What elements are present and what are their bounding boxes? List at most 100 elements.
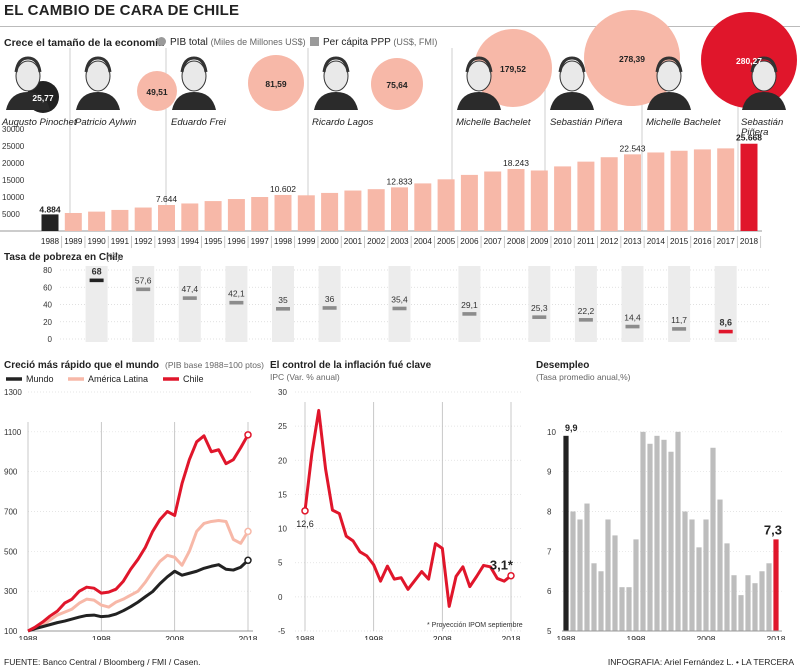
portrait-hair: [465, 56, 493, 73]
year-tick-label: 2011: [577, 237, 595, 246]
legend-pib-swatch: [157, 37, 166, 46]
year-tick-label: 2017: [717, 237, 736, 246]
year-tick-label: 2000: [320, 237, 339, 246]
unemployment-x-label: 1988: [557, 634, 576, 640]
portrait-body: [550, 92, 594, 110]
per-capita-bar: [670, 150, 688, 231]
poverty-subtitle: Tasa de pobreza en Chile: [4, 252, 124, 263]
per-capita-bar: [460, 174, 478, 231]
portrait-body: [172, 92, 216, 110]
portrait-body: [742, 92, 786, 110]
portrait-body: [647, 92, 691, 110]
president-portrait: [314, 56, 358, 110]
poverty-column-bg: [318, 266, 341, 342]
president-name: Augusto Pinochet: [1, 117, 77, 128]
unemployment-x-label: 1998: [627, 634, 646, 640]
unemployment-y-label: 10: [547, 428, 556, 437]
per-capita-label: 4.884: [39, 204, 61, 214]
year-tick-label: 1991: [111, 237, 130, 246]
growth-series-line: [27, 559, 250, 633]
poverty-marker: [136, 287, 151, 292]
unemployment-bar: [626, 587, 632, 631]
president-name: Sebastián Piñera: [550, 117, 622, 128]
inflation-x-label: 1998: [364, 634, 383, 640]
poverty-column-bg: [458, 266, 481, 342]
year-tick-label: 2009: [530, 237, 549, 246]
unemployment-bar: [696, 547, 702, 631]
president-portrait: [550, 56, 594, 110]
growth-end-point: [244, 556, 252, 565]
inflation-y-label: 15: [278, 490, 287, 499]
unemployment-bar: [661, 439, 667, 631]
inflation-y-label: 10: [278, 525, 287, 534]
portrait-body: [76, 92, 120, 110]
year-tick-label: 2004: [414, 237, 433, 246]
per-capita-bar: [134, 207, 152, 231]
president-name: Eduardo Frei: [171, 117, 227, 128]
president-name: Michelle Bachelet: [456, 117, 531, 128]
poverty-y-label: 0: [48, 335, 53, 344]
poverty-marker: [89, 278, 104, 283]
per-capita-bar: [693, 149, 711, 231]
portrait-hair: [84, 56, 112, 73]
president-portrait: [172, 56, 216, 110]
inflation-end-label: 3,1*: [490, 558, 514, 573]
graphics-credit: INFOGRAFIA: Ariel Fernández L. • LA TERC…: [607, 657, 794, 667]
inflation-y-label: 0: [278, 593, 283, 602]
pib-label: 75,64: [386, 80, 408, 90]
inflation-y-label: 20: [278, 456, 287, 465]
unemployment-y-label: 9: [547, 468, 552, 477]
poverty-marker: [182, 296, 197, 300]
unemployment-x-label: 2008: [697, 634, 716, 640]
poverty-value-label: 47,4: [182, 284, 199, 294]
unemployment-units: (Tasa promedio anual,%): [536, 372, 631, 382]
per-capita-bar: [204, 201, 222, 231]
unemployment-bar: [584, 503, 590, 631]
year-tick-label: 2013: [623, 237, 642, 246]
year-tick-label: 2015: [670, 237, 689, 246]
growth-y-label: 500: [4, 547, 18, 556]
portrait-head: [466, 60, 492, 92]
per-capita-bar: [111, 209, 129, 231]
per-capita-bar: [297, 195, 315, 231]
growth-series-line: [27, 518, 250, 633]
unemployment-bar: [633, 539, 639, 631]
per-capita-bar: [274, 194, 292, 231]
pib-circle: [474, 29, 552, 107]
inflation-x-label: 1988: [296, 634, 315, 640]
year-tick-label: 2012: [600, 237, 619, 246]
pib-label: 280,27: [736, 56, 762, 66]
poverty-units: (%): [106, 252, 120, 262]
per-capita-bar: [530, 170, 548, 231]
poverty-value-label: 57,6: [135, 275, 152, 285]
inflation-note: * Proyección IPOM septiembre: [427, 622, 523, 629]
poverty-column-bg: [388, 266, 411, 342]
portrait-body: [314, 92, 358, 110]
unemployment-bar: [773, 539, 779, 631]
per-capita-bar: [367, 189, 385, 231]
pib-circle: [371, 58, 423, 110]
per-capita-bar: [600, 157, 618, 231]
per-capita-bar: [321, 192, 339, 231]
poverty-column-bg: [272, 266, 294, 342]
per-capita-bar: [740, 143, 758, 231]
economy-subtitle: Crece el tamaño de la economía: [4, 37, 164, 49]
portrait-body: [6, 92, 50, 110]
per-capita-bar: [64, 212, 82, 231]
portrait-hair: [322, 56, 350, 73]
poverty-marker: [625, 324, 640, 329]
unemployment-bar: [598, 571, 604, 631]
year-tick-label: 1995: [204, 237, 223, 246]
president-portrait: [457, 56, 501, 110]
per-capita-label: 22.543: [620, 143, 646, 153]
unemployment-bar: [689, 519, 695, 631]
growth-x-label: 2018: [239, 634, 258, 640]
poverty-marker: [718, 329, 733, 334]
inflation-start-label: 12,6: [296, 519, 314, 529]
year-tick-label: 2007: [484, 237, 503, 246]
growth-units: (PIB base 1988=100 ptos): [165, 360, 264, 370]
growth-subtitle: Creció más rápido que el mundo: [4, 360, 159, 371]
poverty-column-bg: [574, 266, 597, 342]
pib-label: 25,77: [32, 93, 54, 103]
per-capita-bar: [227, 199, 245, 231]
